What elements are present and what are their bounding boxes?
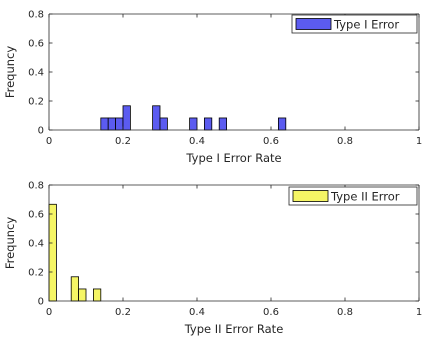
- histogram-bar: [277, 117, 287, 131]
- histogram-bar: [159, 117, 168, 131]
- histogram-bar: [107, 117, 116, 131]
- type-two-legend: Type II Error: [288, 186, 418, 206]
- histogram-bar: [48, 203, 57, 302]
- legend-swatch: [295, 18, 332, 30]
- x-tick-label: 1: [416, 307, 422, 318]
- histogram-bar: [115, 117, 124, 131]
- histogram-bar: [93, 288, 102, 302]
- x-tick-label: 0.2: [115, 136, 131, 147]
- x-tick-label: 0.8: [337, 307, 353, 318]
- x-axis-label: Type I Error Rate: [185, 151, 281, 165]
- y-tick-label: 0.2: [28, 268, 44, 279]
- y-tick-label: 0.6: [28, 210, 44, 221]
- legend-label: Type I Error: [333, 18, 399, 32]
- y-tick-label: 0: [38, 126, 44, 137]
- x-tick-label: 0.8: [337, 136, 353, 147]
- x-tick-label: 0.2: [115, 307, 131, 318]
- x-tick-label: 0.6: [263, 136, 279, 147]
- histogram-bar: [78, 288, 87, 302]
- histogram-bar: [70, 276, 79, 302]
- histogram-bar: [122, 105, 131, 131]
- y-tick-label: 0.4: [28, 68, 44, 79]
- y-axis-label: Frequncy: [3, 46, 17, 99]
- histogram-bar: [189, 117, 198, 131]
- type-one-error-histogram: 0 0.2 0.4 0.6 0.8 1 0 0.2 0.4 0.6 0.8 Type I Error …: [3, 10, 422, 166]
- y-tick-label: 0.8: [28, 10, 44, 21]
- legend-label: Type II Error: [330, 190, 400, 204]
- histogram-bar: [203, 117, 213, 131]
- y-tick-label: 0.6: [28, 39, 44, 50]
- x-tick-label: 0.4: [189, 136, 205, 147]
- y-tick-label: 0.4: [28, 239, 44, 250]
- y-tick-label: 0: [38, 297, 44, 308]
- y-axis-label: Frequncy: [3, 217, 17, 270]
- histogram-bar: [152, 105, 161, 131]
- y-tick-label: 0.2: [28, 97, 44, 108]
- histogram-bar: [100, 117, 109, 131]
- x-tick-label: 0: [46, 136, 52, 147]
- histogram-bar: [218, 117, 227, 131]
- legend-swatch: [292, 190, 329, 202]
- x-tick-label: 0.6: [263, 307, 279, 318]
- x-tick-label: 0.4: [189, 307, 205, 318]
- x-tick-label: 1: [416, 136, 422, 147]
- type-two-error-histogram: 0 0.2 0.4 0.6 0.8 1 0 0.2 0.4 0.6 0.8 Type II Error…: [3, 181, 422, 337]
- x-axis-label: Type II Error Rate: [184, 322, 284, 336]
- y-tick-label: 0.8: [28, 181, 44, 192]
- type-one-legend: Type I Error: [291, 14, 418, 34]
- x-tick-label: 0: [46, 307, 52, 318]
